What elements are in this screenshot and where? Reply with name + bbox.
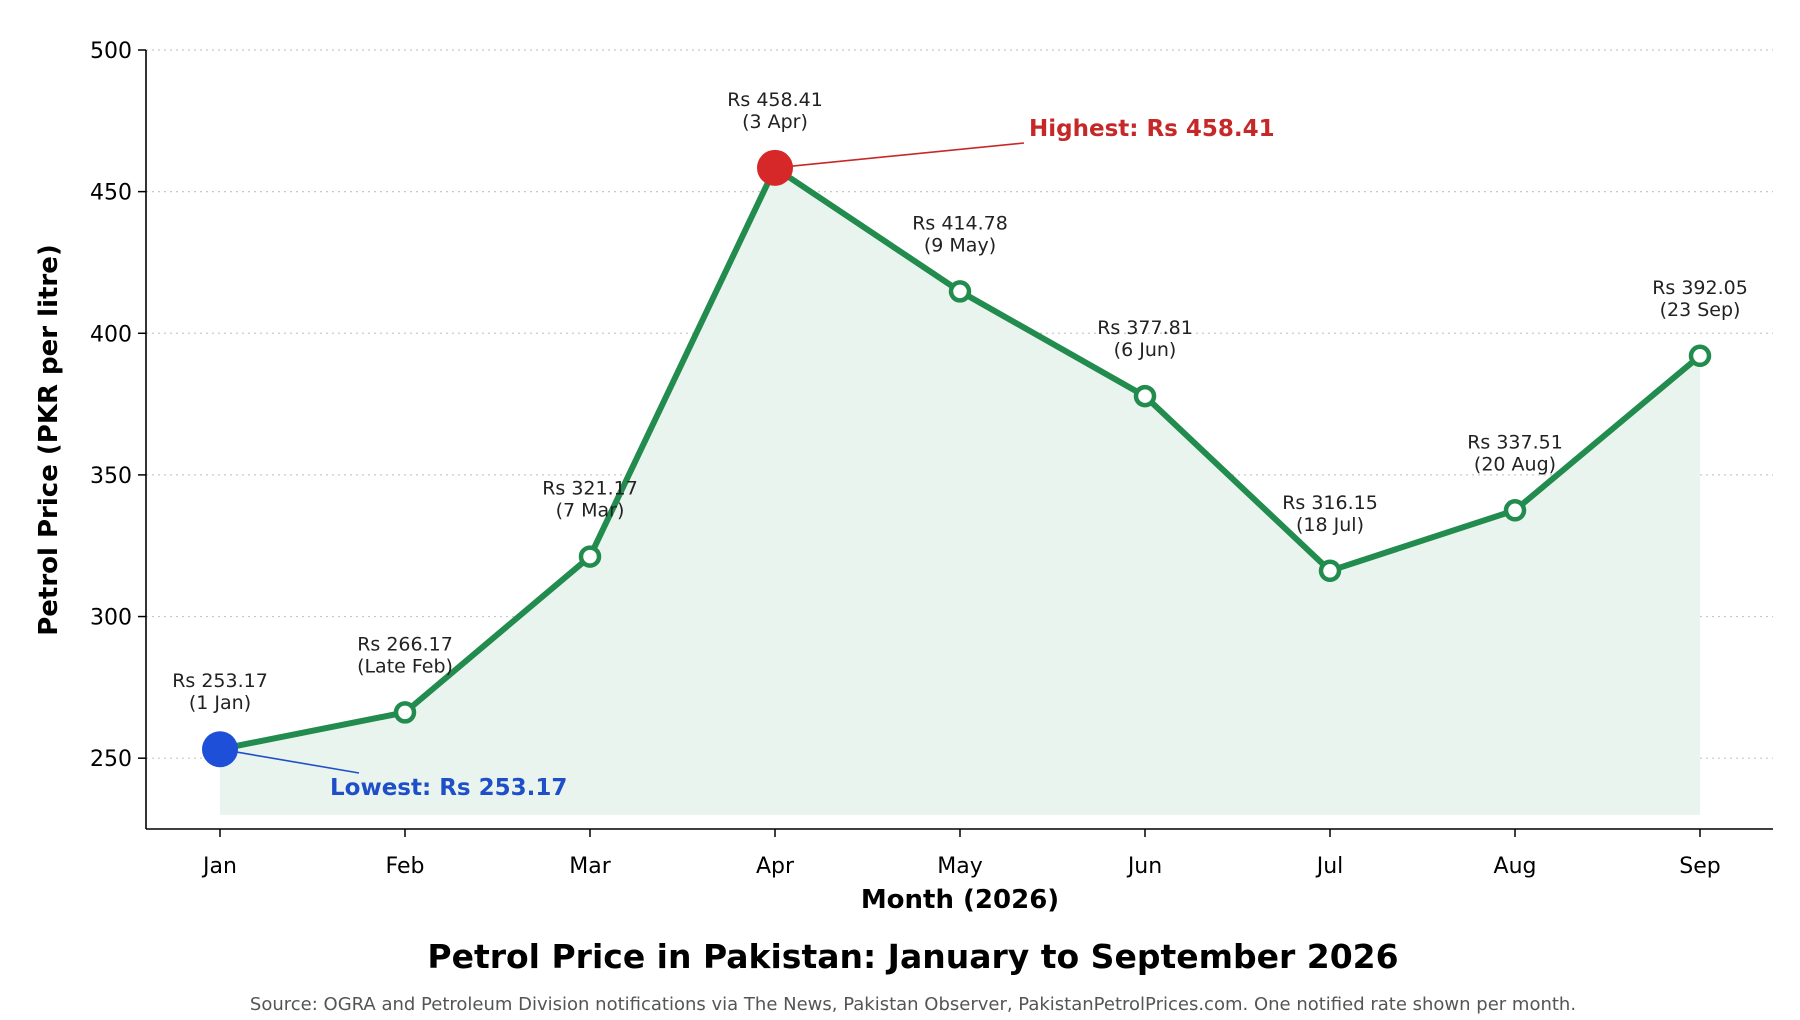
x-tick-label: Apr: [756, 854, 795, 879]
point-labels: Rs 253.17 (1 Jan) Rs 266.17 (Late Feb) Rs 32…: [172, 89, 1748, 714]
point-label-jan: Rs 253.17 (1 Jan): [172, 670, 268, 714]
point-label-date: (18 Jul): [1296, 514, 1364, 536]
point-label-date: (7 Mar): [556, 500, 625, 522]
point-label-date: (20 Aug): [1474, 453, 1556, 475]
point-label-jul: Rs 316.15 (18 Jul): [1282, 492, 1378, 536]
y-tick-label: 350: [90, 464, 132, 489]
x-tick-label: Sep: [1679, 854, 1720, 879]
data-point: [1688, 344, 1712, 368]
point-label-price: Rs 458.41: [727, 89, 823, 111]
lowest-callout-line: [219, 748, 360, 774]
point-label-date: (9 May): [924, 234, 996, 256]
point-label-sep: Rs 392.05 (23 Sep): [1652, 277, 1748, 321]
point-label-date: (3 Apr): [742, 111, 808, 133]
chart-title: Petrol Price in Pakistan: January to Sep…: [427, 937, 1398, 976]
point-label-date: (1 Jan): [189, 692, 251, 714]
x-tick-label: Jun: [1126, 854, 1162, 879]
point-label-price: Rs 377.81: [1097, 317, 1193, 339]
y-tick-label: 500: [90, 39, 132, 64]
x-axis-title: Month (2026): [861, 885, 1059, 915]
data-point: [393, 701, 417, 724]
source-note: Source: OGRA and Petroleum Division noti…: [250, 994, 1576, 1015]
data-point: [948, 280, 972, 303]
callouts: Highest: Rs 458.41 Lowest: Rs 253.17: [219, 116, 1275, 801]
x-tick-label: Aug: [1494, 854, 1537, 879]
point-label-price: Rs 337.51: [1467, 431, 1563, 453]
lowest-callout-label: Lowest: Rs 253.17: [330, 775, 567, 801]
point-label-aug: Rs 337.51 (20 Aug): [1467, 431, 1563, 475]
point-label-date: (23 Sep): [1660, 299, 1741, 321]
y-ticks: 250 300 350 400 450 500: [90, 39, 146, 772]
point-label-price: Rs 414.78: [912, 212, 1008, 234]
point-label-mar: Rs 321.17 (7 Mar): [542, 478, 638, 522]
point-label-date: (Late Feb): [357, 655, 453, 677]
point-label-feb: Rs 266.17 (Late Feb): [357, 633, 453, 677]
point-label-apr: Rs 458.41 (3 Apr): [727, 89, 823, 133]
x-tick-label: Jul: [1315, 854, 1344, 879]
y-tick-label: 250: [90, 747, 132, 772]
data-point: [1318, 559, 1342, 583]
point-label-price: Rs 321.17: [542, 478, 638, 500]
data-points: [202, 149, 1712, 768]
highest-point: [757, 149, 793, 186]
point-label-price: Rs 316.15: [1282, 492, 1378, 514]
data-point: [578, 545, 602, 568]
point-label-price: Rs 253.17: [172, 670, 268, 692]
lowest-point: [202, 731, 238, 768]
y-tick-label: 300: [90, 606, 132, 631]
area-fill: [220, 167, 1700, 815]
x-tick-label: May: [937, 854, 982, 879]
point-label-jun: Rs 377.81 (6 Jun): [1097, 317, 1193, 361]
x-ticks: Jan Feb Mar Apr May Jun Jul Aug Sep: [201, 829, 1721, 879]
point-label-date: (6 Jun): [1114, 339, 1177, 361]
x-tick-label: Feb: [386, 854, 425, 879]
y-tick-label: 450: [90, 181, 132, 206]
data-point: [1503, 499, 1527, 522]
highest-callout-line: [774, 142, 1025, 169]
highest-callout-label: Highest: Rs 458.41: [1029, 116, 1275, 142]
y-tick-label: 400: [90, 322, 132, 347]
data-point: [1133, 384, 1157, 408]
point-label-may: Rs 414.78 (9 May): [912, 212, 1008, 256]
y-axis-title: Petrol Price (PKR per litre): [34, 244, 64, 636]
x-tick-label: Mar: [569, 854, 611, 879]
point-label-price: Rs 266.17: [357, 633, 453, 655]
x-tick-label: Jan: [201, 854, 237, 879]
point-label-price: Rs 392.05: [1652, 277, 1748, 299]
